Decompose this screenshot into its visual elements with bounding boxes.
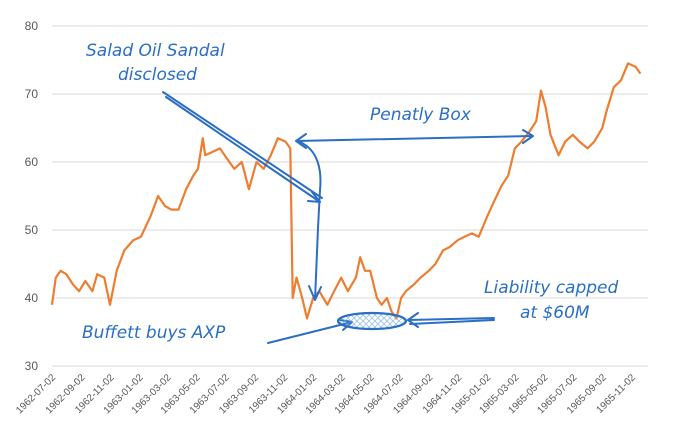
y-tick-label: 40 <box>25 291 39 305</box>
annotation-liability-line-2: at $60M <box>520 303 590 323</box>
y-tick-label: 60 <box>25 155 39 169</box>
annotation-salad-oil-line-1: Salad Oil Sandal <box>86 41 225 61</box>
y-tick-label: 50 <box>25 223 39 237</box>
buy-zone-ellipse <box>336 311 408 331</box>
annotation-buffett-buys: Buffett buys AXP <box>82 323 226 343</box>
y-tick-label: 80 <box>25 19 39 33</box>
penalty-box-arrow <box>295 129 534 149</box>
y-tick-label: 70 <box>25 87 39 101</box>
y-tick-label: 30 <box>25 359 39 373</box>
annotation-penalty-box: Penatly Box <box>370 105 472 125</box>
series-line <box>50 62 642 320</box>
y-axis-ticks: 30 40 50 60 70 80 <box>25 19 39 373</box>
drop-arrow <box>299 141 322 301</box>
annotation-liability-line-1: Liability capped <box>484 278 619 298</box>
annotation-layer: Salad Oil Sandal disclosed Penatly Box B… <box>82 41 619 344</box>
salad-oil-arrow <box>162 91 323 203</box>
x-axis-ticks: 1962-07-021962-09-021962-11-021963-01-02… <box>14 372 638 416</box>
series-layer <box>50 62 642 320</box>
annotation-salad-oil-line-2: disclosed <box>118 65 197 85</box>
liability-arrow <box>407 312 495 328</box>
gridlines <box>52 25 648 367</box>
